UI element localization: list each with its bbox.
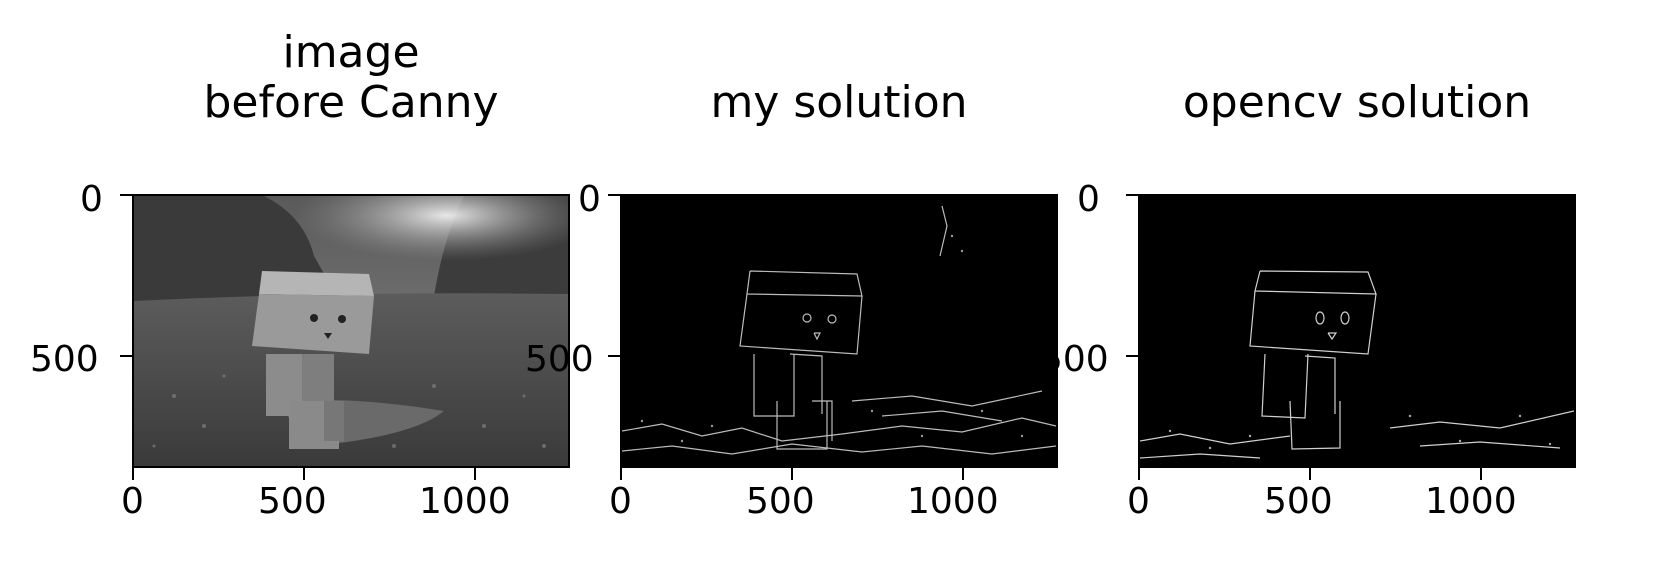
x-tick-mark — [1309, 468, 1311, 480]
x-tick-label: 500 — [746, 481, 815, 522]
x-tick-label: 1000 — [1425, 481, 1517, 522]
x-tick-mark — [132, 468, 134, 480]
y-tick-mark — [1126, 194, 1138, 196]
grayscale-photo — [134, 196, 568, 466]
x-tick-label: 0 — [121, 481, 144, 522]
image-original-panel — [132, 194, 570, 468]
x-tick-label: 500 — [258, 481, 327, 522]
y-tick-label: 0 — [80, 179, 103, 220]
y-tick-mark — [120, 194, 132, 196]
x-tick-label: 1000 — [907, 481, 999, 522]
x-tick-mark — [1138, 468, 1140, 480]
y-tick-mark — [608, 194, 620, 196]
x-tick-label: 1000 — [419, 481, 511, 522]
x-tick-mark — [1480, 468, 1482, 480]
x-tick-mark — [962, 468, 964, 480]
y-tick-mark — [608, 355, 620, 357]
y-tick-label: 0 — [578, 179, 601, 220]
y-tick-mark — [1126, 355, 1138, 357]
x-tick-label: 0 — [1127, 481, 1150, 522]
y-tick-label: 0 — [1077, 179, 1100, 220]
x-tick-mark — [620, 468, 622, 480]
panel-title-original: image before Canny — [203, 27, 499, 128]
edge-map-mine — [622, 196, 1056, 466]
panel-title-opencv: opencv solution — [1182, 77, 1532, 128]
x-tick-label: 500 — [1264, 481, 1333, 522]
y-tick-label: 500 — [1040, 339, 1109, 380]
y-tick-mark — [120, 355, 132, 357]
x-tick-mark — [791, 468, 793, 480]
x-tick-label: 0 — [609, 481, 632, 522]
x-tick-mark — [474, 468, 476, 480]
edges-opencv-panel — [1138, 194, 1576, 468]
panel-title-mine: my solution — [710, 77, 968, 128]
y-tick-label: 500 — [30, 339, 99, 380]
x-tick-mark — [303, 468, 305, 480]
y-tick-label: 500 — [525, 339, 594, 380]
edge-map-opencv — [1140, 196, 1574, 466]
edges-mine-panel — [620, 194, 1058, 468]
